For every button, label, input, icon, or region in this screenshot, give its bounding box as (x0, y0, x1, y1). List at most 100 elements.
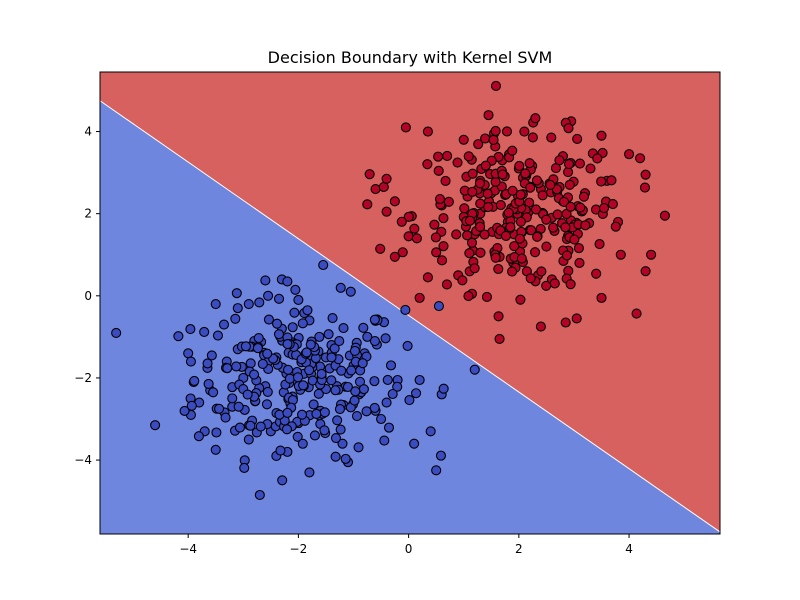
data-point (610, 221, 621, 232)
data-point (402, 340, 413, 351)
data-point (387, 388, 398, 400)
data-point (536, 266, 547, 277)
data-point (519, 126, 530, 137)
data-point (186, 400, 197, 411)
data-point (329, 343, 340, 354)
data-point (381, 397, 392, 408)
data-point (287, 322, 298, 333)
data-point (396, 216, 407, 227)
decision-boundary-line (99, 100, 721, 533)
data-point (425, 426, 436, 437)
data-point (263, 290, 274, 301)
data-point (350, 386, 361, 397)
data-point (561, 250, 573, 261)
data-point (438, 383, 449, 394)
data-point (541, 214, 552, 225)
data-point (210, 444, 221, 455)
data-point (389, 251, 400, 262)
data-point (554, 155, 565, 166)
data-point (378, 181, 389, 193)
data-point (505, 222, 516, 233)
data-point (298, 380, 309, 391)
data-point (483, 110, 494, 121)
y-tick-label: 2 (84, 207, 92, 221)
data-point (211, 427, 222, 438)
data-point (433, 301, 444, 312)
data-point (569, 234, 580, 245)
data-point (560, 222, 571, 233)
data-point (422, 126, 433, 137)
data-point (507, 266, 518, 277)
data-point (357, 358, 368, 369)
data-point (565, 279, 576, 290)
x-tick-label: 0 (405, 542, 413, 556)
data-point (335, 282, 346, 293)
x-tick-label: −2 (290, 542, 308, 556)
data-point (397, 247, 408, 258)
data-point (414, 374, 425, 386)
data-point (271, 318, 283, 329)
data-point (220, 412, 231, 423)
data-point (301, 347, 312, 358)
scatter-points (111, 80, 670, 501)
data-point (262, 386, 273, 397)
data-point (490, 125, 501, 137)
data-point (441, 279, 452, 290)
data-point (507, 145, 518, 156)
data-point (580, 220, 591, 231)
data-point (337, 438, 348, 449)
data-point (297, 438, 308, 449)
data-point (369, 314, 380, 325)
data-point (362, 331, 373, 342)
data-point (479, 229, 490, 240)
data-point (231, 361, 242, 372)
data-point (615, 249, 626, 260)
data-point (330, 451, 341, 462)
data-point (189, 375, 200, 386)
data-point (640, 266, 651, 277)
data-point (326, 375, 337, 386)
data-point (527, 132, 538, 143)
data-point (591, 268, 602, 279)
data-point (309, 430, 320, 441)
data-point (563, 123, 574, 134)
data-point (467, 186, 478, 197)
data-point (514, 160, 525, 171)
data-point (490, 252, 501, 263)
series-class-0 (111, 259, 480, 501)
data-point (474, 178, 486, 189)
data-point (594, 238, 605, 250)
data-point (305, 339, 316, 350)
data-point (311, 408, 322, 419)
data-point (552, 209, 563, 220)
x-tick-label: 4 (625, 542, 633, 556)
data-point (411, 233, 422, 244)
data-point (515, 189, 526, 200)
data-point (292, 431, 303, 442)
chart-title: Decision Boundary with Kernel SVM (268, 48, 553, 67)
data-point (304, 467, 315, 478)
data-point (379, 435, 390, 446)
data-point (431, 465, 442, 476)
data-point (297, 409, 308, 420)
data-point (335, 424, 346, 435)
data-point (212, 330, 223, 341)
data-point (596, 130, 607, 141)
data-point (501, 126, 513, 137)
data-point (255, 421, 266, 432)
data-point (150, 420, 161, 431)
data-point (282, 276, 293, 287)
data-point (304, 365, 315, 376)
data-point (451, 229, 462, 240)
data-point (497, 169, 508, 180)
data-point (179, 405, 190, 416)
data-point (292, 372, 304, 383)
data-point (260, 275, 271, 286)
data-point (464, 215, 475, 226)
data-point (239, 462, 250, 473)
data-point (464, 248, 475, 259)
y-tick-label: −2 (74, 371, 92, 385)
data-point (572, 133, 583, 144)
data-point (635, 153, 646, 164)
